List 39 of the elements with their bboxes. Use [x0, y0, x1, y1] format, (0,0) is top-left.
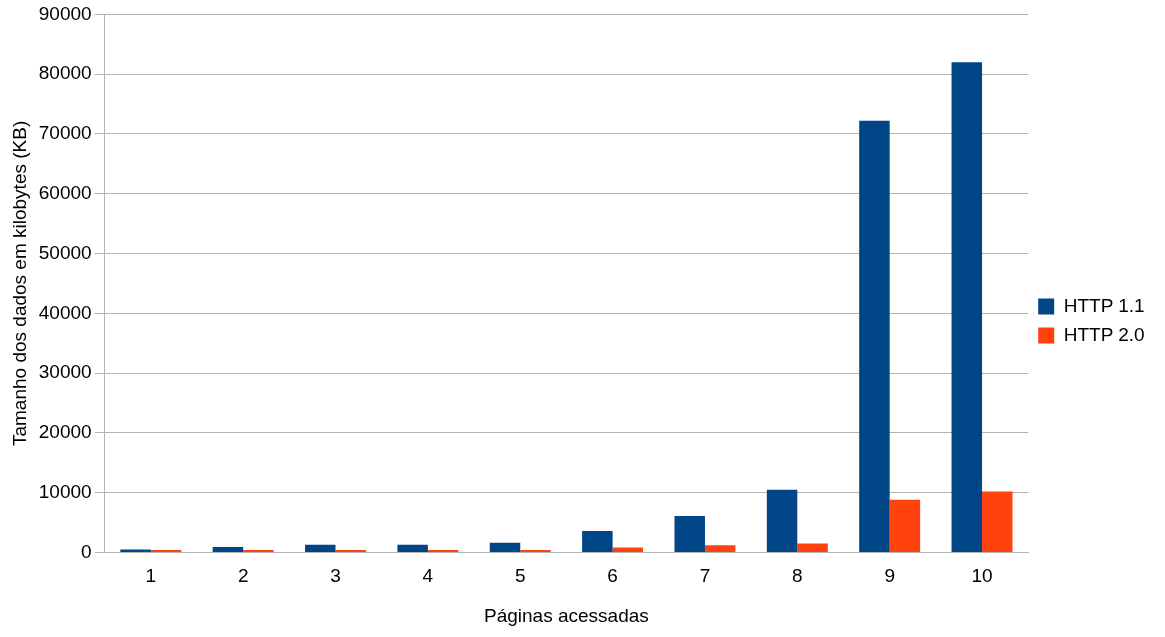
- x-tick-label: 5: [514, 565, 526, 587]
- bar: [859, 120, 890, 552]
- bar: [704, 545, 736, 552]
- x-tick-label: 8: [792, 565, 803, 587]
- bar: [397, 544, 428, 552]
- bar: [305, 544, 336, 552]
- legend-label: HTTP 1.1: [1063, 294, 1145, 316]
- x-tick-label: 2: [237, 565, 249, 587]
- bar: [612, 547, 644, 552]
- bar: [951, 62, 983, 552]
- x-tick-label: 6: [607, 565, 618, 587]
- y-tick-label: 80000: [38, 62, 92, 84]
- y-tick-label: 10000: [38, 480, 92, 502]
- y-tick-label: 90000: [38, 2, 92, 24]
- bar: [797, 543, 828, 552]
- bar: [889, 499, 921, 552]
- bar: [489, 542, 521, 552]
- x-tick-label: 7: [699, 565, 711, 587]
- x-tick-label: 9: [884, 565, 895, 587]
- bar: [212, 547, 244, 552]
- bar: [120, 549, 151, 552]
- x-tick-label: 4: [422, 565, 434, 587]
- y-tick-label: 40000: [38, 301, 92, 323]
- bar: [674, 515, 705, 552]
- y-tick-label: 30000: [38, 361, 92, 383]
- y-tick-label: 0: [81, 540, 92, 562]
- bar: [766, 489, 798, 552]
- x-tick-label: 1: [145, 565, 157, 587]
- bar: [582, 530, 613, 552]
- y-tick-label: 50000: [38, 241, 92, 263]
- legend-label: HTTP 2.0: [1063, 323, 1145, 345]
- y-tick-label: 20000: [38, 421, 92, 443]
- y-tick-label: 70000: [38, 122, 92, 144]
- x-tick-label: 3: [330, 565, 341, 587]
- x-tick-label: 10: [971, 565, 993, 587]
- bar: [982, 491, 1013, 552]
- x-axis-title: Páginas acessadas: [484, 604, 649, 626]
- y-axis-title: Tamanho dos dados em kilobytes (KB): [8, 120, 30, 447]
- y-tick-label: 60000: [38, 181, 92, 203]
